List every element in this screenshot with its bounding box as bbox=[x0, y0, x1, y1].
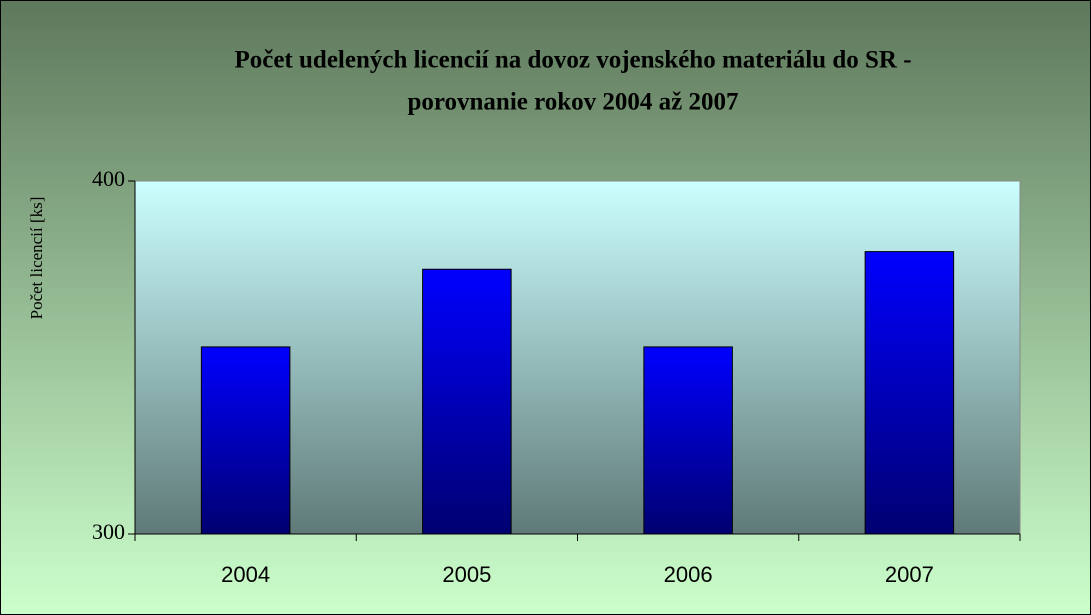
x-tick-label: 2004 bbox=[221, 562, 270, 587]
y-tick-label: 400 bbox=[92, 166, 125, 191]
bar bbox=[643, 346, 733, 535]
y-axis-label: Počet licencií [ks] bbox=[27, 197, 46, 320]
bar bbox=[864, 251, 955, 535]
y-tick-label: 300 bbox=[92, 519, 125, 544]
chart-title: porovnanie rokov 2004 až 2007 bbox=[407, 89, 738, 116]
bar bbox=[200, 346, 291, 535]
x-tick-label: 2006 bbox=[664, 562, 713, 587]
x-tick-label: 2007 bbox=[885, 562, 934, 587]
x-tick-label: 2005 bbox=[442, 562, 491, 587]
chart-title: Počet udelených licencií na dovoz vojens… bbox=[234, 47, 911, 74]
bar bbox=[422, 268, 512, 535]
